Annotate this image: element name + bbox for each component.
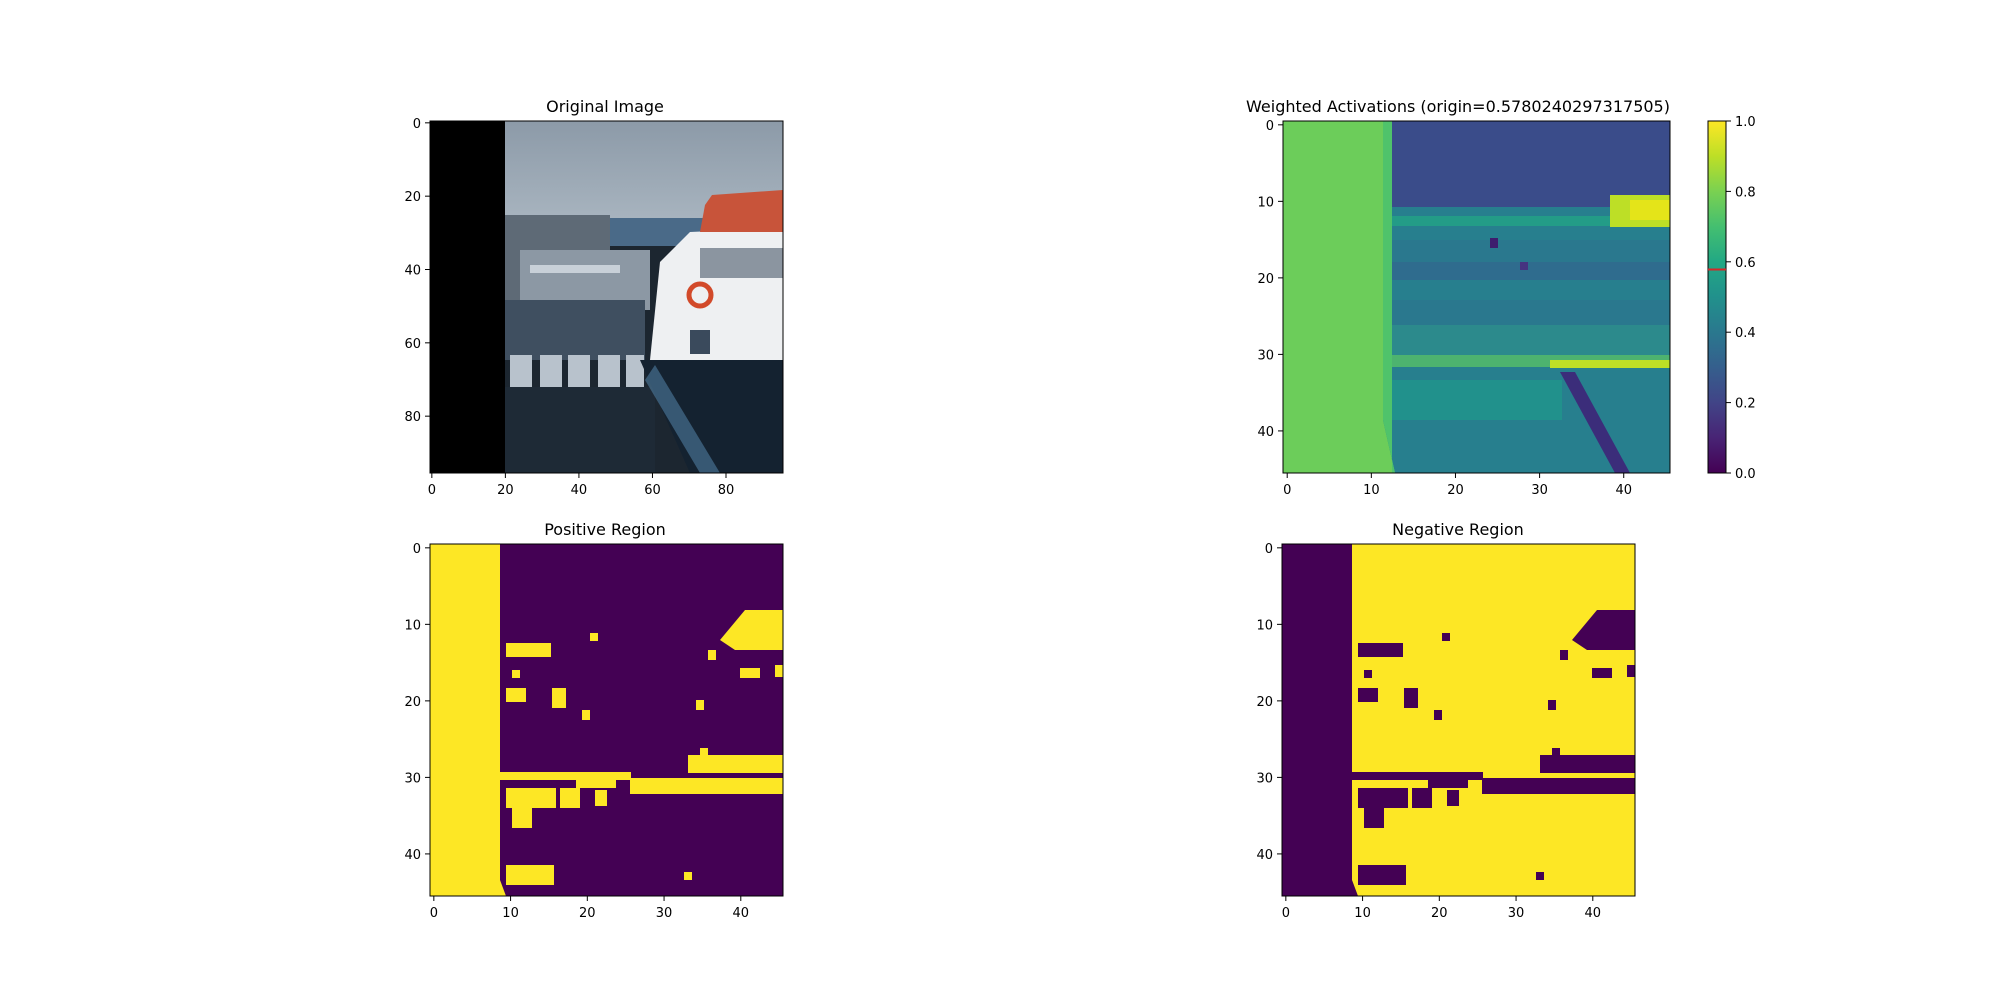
- positive-xtick-label: 20: [579, 906, 596, 921]
- weighted-xtick-label: 40: [1615, 483, 1632, 498]
- positive-ytick-label: 10: [404, 618, 421, 633]
- weighted-ytick-label: 40: [1257, 425, 1274, 440]
- colorbar: 0.0 0.2 0.4 0.6 0.8 1.0: [1707, 115, 1756, 482]
- heatmap-positive: [430, 544, 783, 896]
- weighted-ytick-label: 10: [1257, 195, 1274, 210]
- colorbar-gradient: [1707, 120, 1727, 474]
- title-original: Original Image: [546, 97, 664, 116]
- negative-xtick-label: 40: [1585, 906, 1602, 921]
- negative-ytick-label: 40: [1256, 848, 1273, 863]
- panel-original: Original Image: [404, 97, 784, 498]
- colorbar-tick-label: 1.0: [1735, 115, 1756, 130]
- axes-ticks-negative: 0 10 20 30 40 0 10 20 30 40: [1256, 542, 1601, 921]
- original-ytick-label: 40: [404, 264, 421, 279]
- positive-xtick-label: 40: [733, 906, 750, 921]
- photo-original: [430, 121, 783, 473]
- positive-xtick-label: 0: [430, 906, 438, 921]
- positive-ytick-label: 20: [404, 695, 421, 710]
- original-ytick-label: 0: [413, 117, 421, 132]
- colorbar-tick-label: 0.8: [1735, 185, 1756, 200]
- title-positive: Positive Region: [544, 520, 666, 539]
- original-ytick-label: 20: [404, 190, 421, 205]
- positive-xtick-label: 10: [502, 906, 519, 921]
- original-ytick-label: 60: [404, 337, 421, 352]
- positive-ytick-label: 30: [404, 771, 421, 786]
- weighted-xtick-label: 10: [1363, 483, 1380, 498]
- title-negative: Negative Region: [1392, 520, 1524, 539]
- heatmap-weighted: [1283, 121, 1670, 473]
- weighted-xtick-label: 0: [1283, 483, 1291, 498]
- negative-ytick-label: 20: [1256, 695, 1273, 710]
- weighted-xtick-label: 30: [1531, 483, 1548, 498]
- panel-positive: Positive Region: [404, 520, 784, 921]
- weighted-ytick-label: 0: [1266, 119, 1274, 134]
- positive-xtick-label: 30: [656, 906, 673, 921]
- negative-ytick-label: 10: [1256, 618, 1273, 633]
- positive-ytick-label: 0: [413, 542, 421, 557]
- negative-xtick-label: 10: [1354, 906, 1371, 921]
- negative-ytick-label: 0: [1265, 542, 1273, 557]
- negative-xtick-label: 30: [1508, 906, 1525, 921]
- positive-ytick-label: 40: [404, 848, 421, 863]
- heatmap-negative: [1282, 544, 1635, 896]
- weighted-ytick-label: 20: [1257, 272, 1274, 287]
- title-weighted: Weighted Activations (origin=0.578024029…: [1246, 97, 1670, 116]
- weighted-xtick-label: 20: [1447, 483, 1464, 498]
- panel-negative: Negative Region: [1256, 520, 1636, 921]
- original-xtick-label: 40: [571, 483, 588, 498]
- colorbar-tick-label: 0.4: [1735, 326, 1756, 341]
- colorbar-tick-label: 0.0: [1735, 467, 1756, 482]
- colorbar-tick-label: 0.2: [1735, 397, 1756, 412]
- negative-xtick-label: 20: [1431, 906, 1448, 921]
- original-xtick-label: 80: [718, 483, 735, 498]
- original-xtick-label: 20: [497, 483, 514, 498]
- negative-ytick-label: 30: [1256, 771, 1273, 786]
- original-xtick-label: 60: [644, 483, 661, 498]
- colorbar-tick-label: 0.6: [1735, 256, 1756, 271]
- weighted-ytick-label: 30: [1257, 348, 1274, 363]
- panel-weighted: Weighted Activations (origin=0.578024029…: [1246, 97, 1671, 498]
- colorbar-ticks: 0.0 0.2 0.4 0.6 0.8 1.0: [1726, 115, 1756, 482]
- original-ytick-label: 80: [404, 410, 421, 425]
- axes-ticks-weighted: 0 10 20 30 40 0 10 20 30 40: [1257, 119, 1632, 498]
- axes-ticks-original: 0 20 40 60 80 0 20 40 60 80: [404, 117, 734, 498]
- original-xtick-label: 0: [428, 483, 436, 498]
- negative-xtick-label: 0: [1282, 906, 1290, 921]
- axes-ticks-positive: 0 10 20 30 40 0 10 20 30 40: [404, 542, 749, 921]
